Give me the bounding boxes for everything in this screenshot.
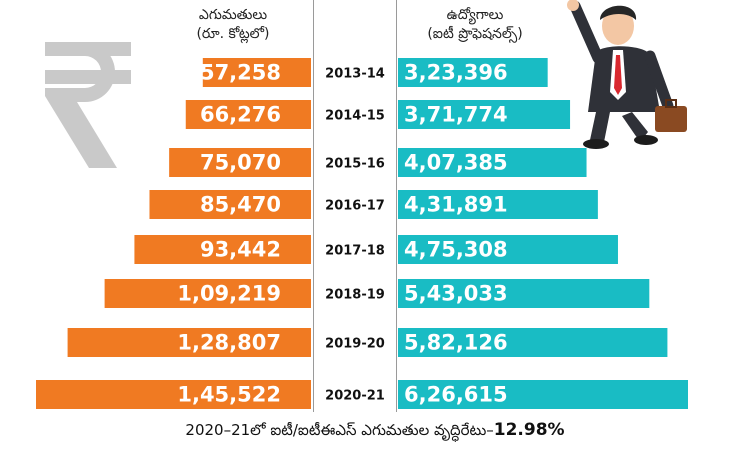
year-label: 2020-21	[325, 389, 385, 404]
jobs-bar	[398, 100, 571, 129]
exports-value-label: 57,258	[200, 61, 281, 85]
exports-bar	[104, 279, 311, 308]
jobs-bar	[398, 148, 587, 177]
jobs-header-unit: (ఐటీ ప్రొఫెషనల్స్)	[427, 26, 523, 42]
right-divider	[396, 0, 397, 412]
jobs-value-label: 4,31,891	[404, 193, 508, 217]
exports-header-title: ఎగుమతులు	[198, 7, 268, 23]
jobs-value-label: 6,26,615	[404, 383, 508, 407]
exports-bar	[169, 148, 311, 177]
jobs-header: ఉద్యోగాలు (ఐటీ ప్రొఫెషనల్స్)	[400, 6, 550, 44]
jobs-value-label: 3,71,774	[404, 103, 508, 127]
jobs-bar	[398, 279, 650, 308]
year-label: 2017-18	[325, 244, 385, 259]
year-label: 2013-14	[325, 67, 385, 82]
exports-value-label: 75,070	[200, 151, 281, 175]
left-divider	[313, 0, 314, 412]
exports-bar	[149, 190, 311, 219]
exports-value-label: 85,470	[200, 193, 281, 217]
exports-bar	[36, 380, 311, 409]
year-label: 2018-19	[325, 288, 385, 303]
rupee-icon	[45, 42, 131, 168]
year-label: 2015-16	[325, 157, 385, 172]
year-label: 2014-15	[325, 109, 385, 124]
jobs-header-title: ఉద్యోగాలు	[446, 7, 504, 23]
jobs-bar	[398, 380, 688, 409]
jobs-value-label: 4,07,385	[404, 151, 508, 175]
exports-value-label: 93,442	[200, 238, 281, 262]
year-label: 2016-17	[325, 199, 385, 214]
jobs-bar	[398, 235, 618, 264]
jobs-value-label: 5,82,126	[404, 331, 508, 355]
exports-bar	[67, 328, 311, 357]
exports-value-label: 1,45,522	[177, 383, 281, 407]
growth-rate-caption: 2020–21లో ఐటీ/ఐటీఈఎస్ ఎగుమతుల వృద్ధిరేటు…	[0, 420, 750, 443]
exports-bar	[202, 58, 311, 87]
jumping-businessman-illustration	[567, 0, 687, 149]
jobs-value-label: 3,23,396	[404, 61, 508, 85]
exports-header-unit: (రూ. కోట్లలో)	[196, 26, 270, 42]
jobs-value-label: 5,43,033	[404, 282, 508, 306]
year-label: 2019-20	[325, 337, 385, 352]
exports-value-label: 1,28,807	[177, 331, 281, 355]
jobs-value-label: 4,75,308	[404, 238, 508, 262]
exports-bar	[185, 100, 311, 129]
growth-rate-text: 2020–21లో ఐటీ/ఐటీఈఎస్ ఎగుమతుల వృద్ధిరేటు…	[185, 421, 494, 439]
exports-bar	[134, 235, 311, 264]
exports-header: ఎగుమతులు (రూ. కోట్లలో)	[168, 6, 298, 44]
jobs-bar	[398, 190, 598, 219]
growth-rate-value: 12.98%	[493, 420, 565, 440]
jobs-bar	[398, 58, 548, 87]
jobs-bar	[398, 328, 668, 357]
exports-value-label: 66,276	[200, 103, 281, 127]
exports-value-label: 1,09,219	[177, 282, 281, 306]
